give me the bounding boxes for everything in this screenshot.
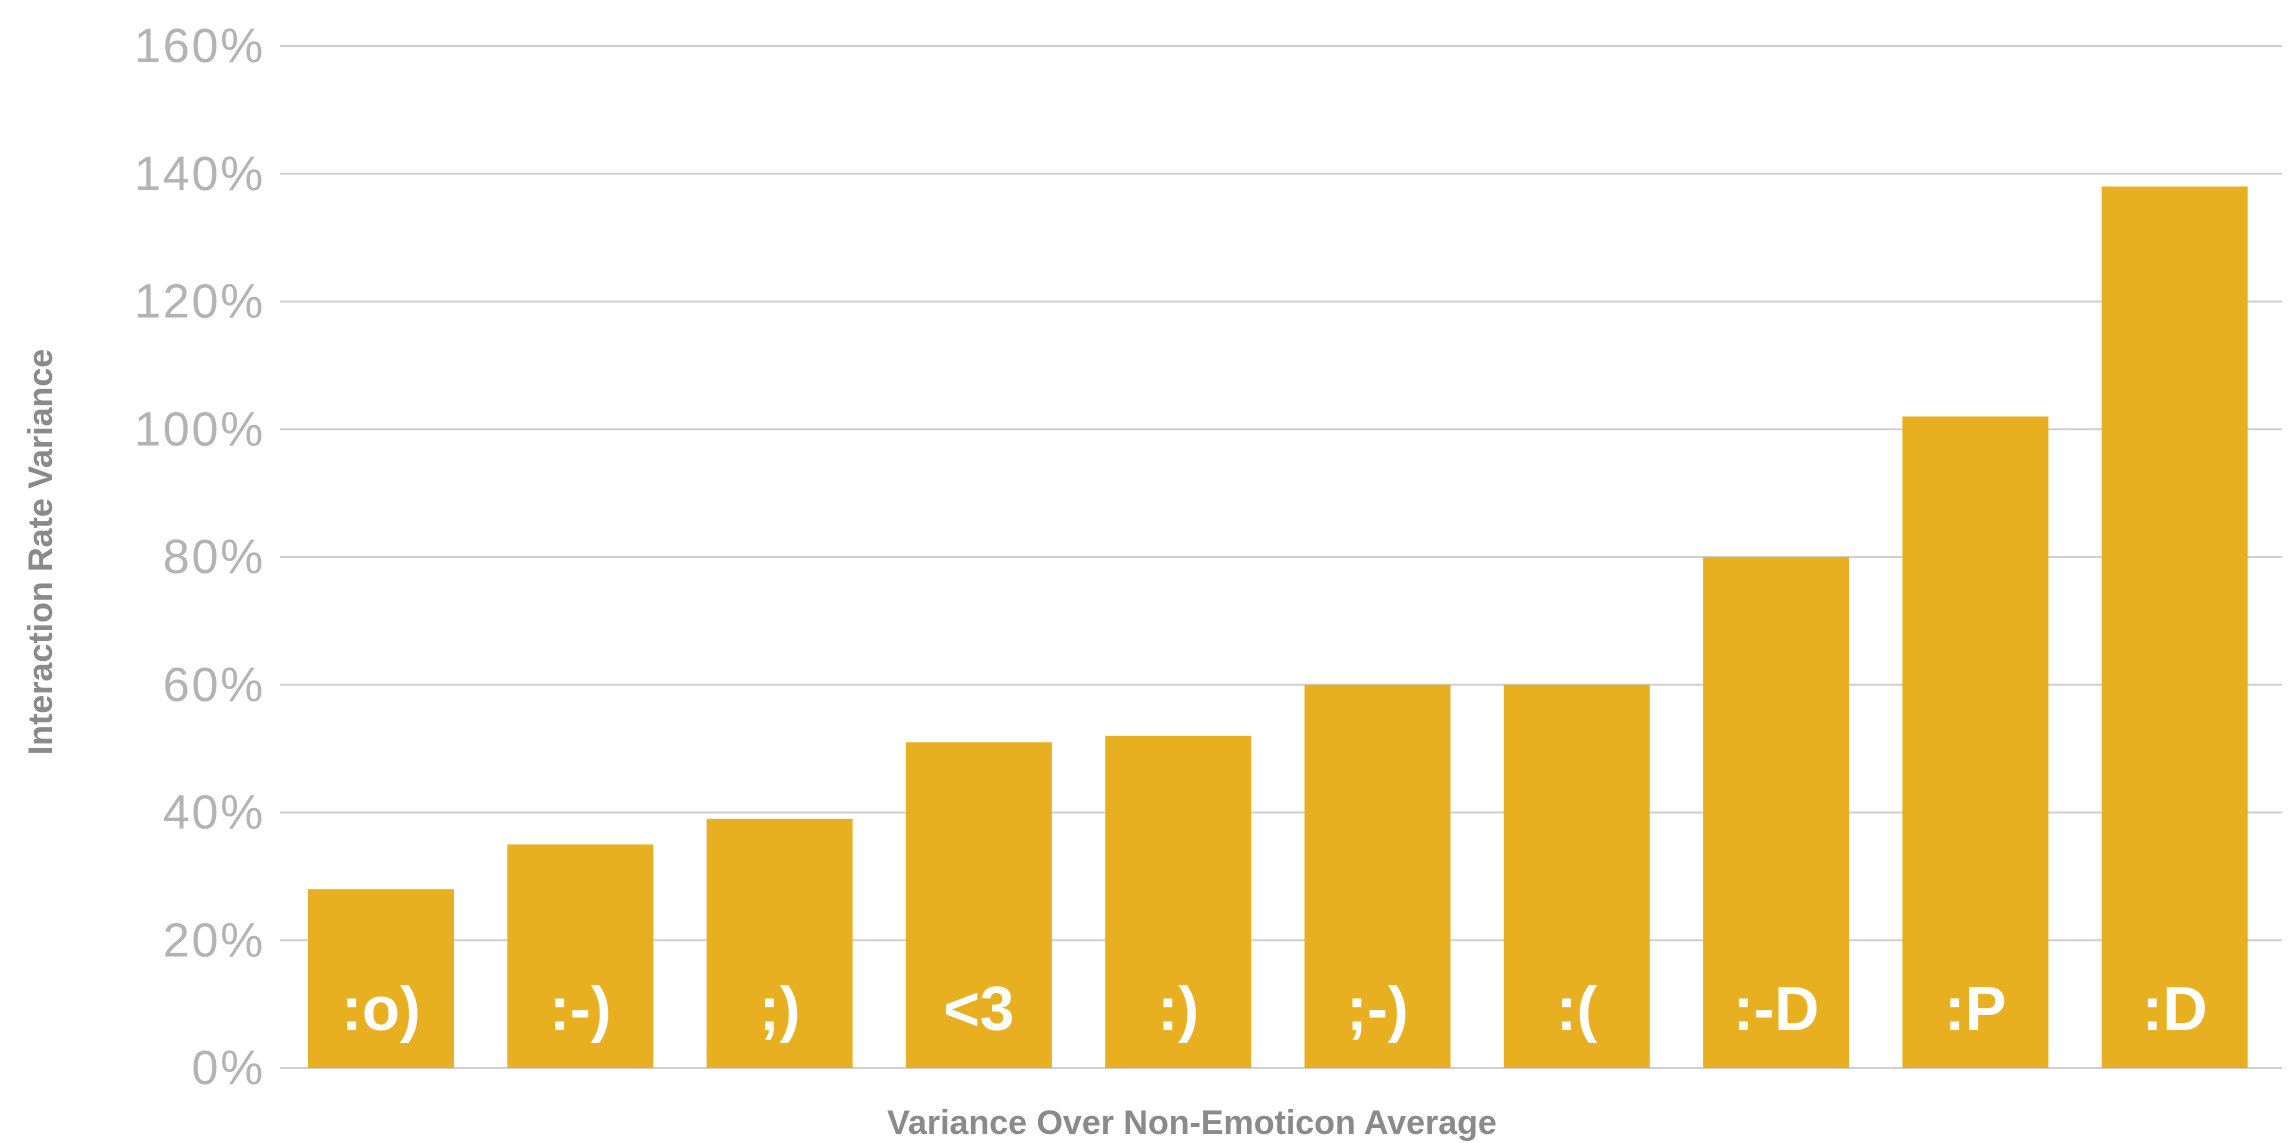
bar — [1503, 684, 1650, 1068]
category-label: <3 — [944, 975, 1015, 1044]
category-label: :( — [1556, 975, 1598, 1044]
category-label: :-D — [1733, 975, 1819, 1044]
bar — [1703, 557, 1850, 1068]
y-tick-label: 120% — [134, 276, 265, 329]
bar — [2101, 186, 2248, 1068]
category-label: :o) — [341, 975, 420, 1044]
y-tick-label: 20% — [163, 914, 265, 967]
bar — [1902, 416, 2049, 1069]
y-tick-labels: 0% 20% 40% 60% 80% 100% 120% 140% 160% — [134, 20, 265, 1095]
category-label: ;) — [759, 975, 800, 1044]
y-tick-label: 160% — [134, 20, 265, 73]
bar — [507, 844, 654, 1068]
y-tick-label: 60% — [163, 659, 265, 712]
bars — [308, 186, 2248, 1069]
category-label: :D — [2142, 975, 2207, 1044]
category-label: :P — [1944, 975, 2006, 1044]
bar — [308, 889, 454, 1068]
x-axis-title: Variance Over Non-Emoticon Average — [887, 1104, 1497, 1142]
y-tick-label: 100% — [134, 403, 265, 456]
y-tick-label: 140% — [134, 148, 265, 201]
bar — [706, 818, 853, 1068]
bar — [1105, 735, 1252, 1068]
bar — [905, 742, 1052, 1068]
y-tick-label: 40% — [163, 787, 265, 840]
bar-labels: :o) :-);) <3:) ;-) :( :-D :P :D — [341, 975, 2207, 1044]
y-axis-title: Interaction Rate Variance — [22, 349, 60, 755]
category-label: :-) — [549, 975, 611, 1044]
bar — [1304, 684, 1451, 1068]
y-tick-label: 80% — [163, 531, 265, 584]
category-label: :) — [1158, 975, 1199, 1044]
category-label: ;-) — [1347, 975, 1409, 1044]
y-tick-label: 0% — [192, 1042, 265, 1095]
